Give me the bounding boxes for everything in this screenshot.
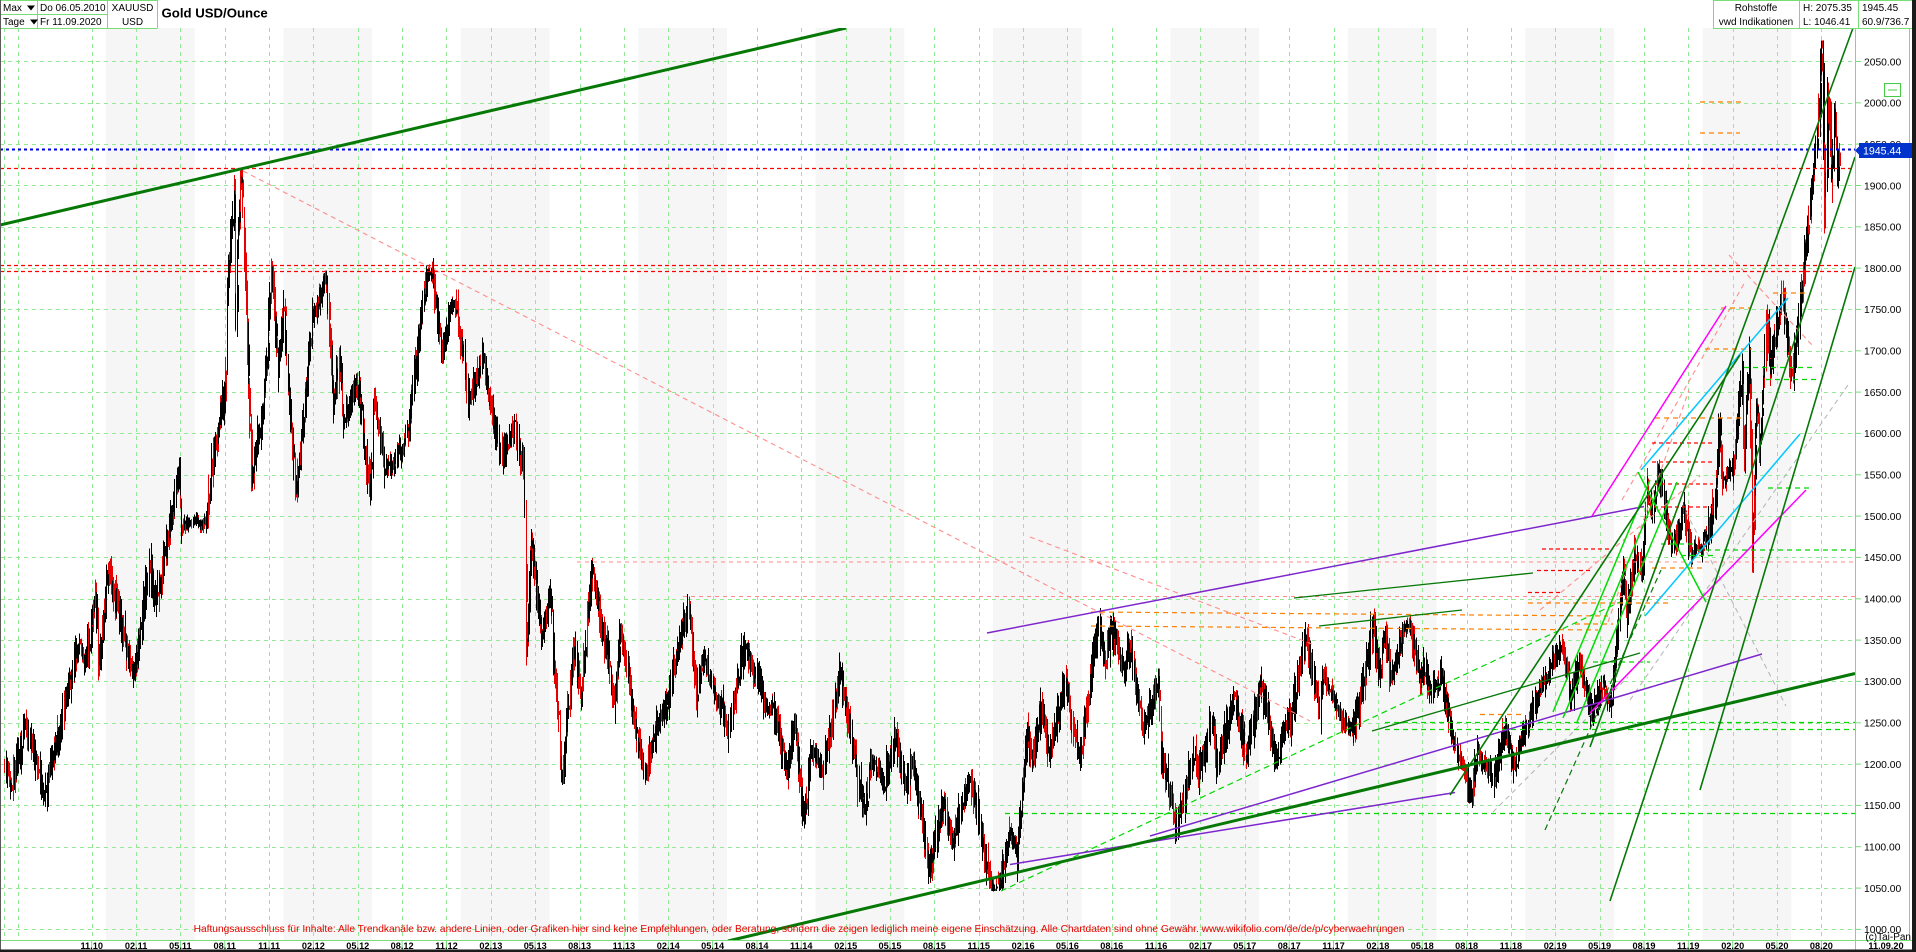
svg-text:vwd Indikationen: vwd Indikationen: [1719, 17, 1794, 28]
svg-text:1150.00: 1150.00: [1864, 801, 1901, 812]
svg-text:Fr 11.09.2020: Fr 11.09.2020: [40, 17, 102, 28]
svg-text:08.16: 08.16: [1100, 941, 1123, 951]
svg-text:02.11: 02.11: [125, 941, 147, 951]
svg-text:11.13: 11.13: [613, 941, 635, 951]
svg-text:1300.00: 1300.00: [1864, 677, 1901, 688]
svg-text:1400.00: 1400.00: [1864, 595, 1901, 606]
svg-text:08.20: 08.20: [1810, 941, 1833, 951]
svg-text:Max: Max: [3, 3, 22, 14]
svg-text:1350.00: 1350.00: [1864, 636, 1901, 647]
svg-text:11.12: 11.12: [435, 941, 457, 951]
svg-text:02.12: 02.12: [302, 941, 325, 951]
svg-text:08.18: 08.18: [1455, 941, 1478, 951]
svg-text:2000.00: 2000.00: [1864, 99, 1901, 110]
svg-text:1200.00: 1200.00: [1864, 760, 1901, 771]
svg-text:11.18: 11.18: [1500, 941, 1522, 951]
svg-text:1945.45: 1945.45: [1862, 3, 1899, 14]
svg-text:1800.00: 1800.00: [1864, 264, 1901, 275]
svg-text:XAUUSD: XAUUSD: [112, 3, 154, 14]
svg-text:60.9/736.7: 60.9/736.7: [1862, 17, 1910, 28]
svg-text:11.17: 11.17: [1322, 941, 1344, 951]
svg-text:1100.00: 1100.00: [1864, 843, 1901, 854]
svg-text:08.15: 08.15: [923, 941, 946, 951]
svg-text:Tage: Tage: [3, 17, 25, 28]
svg-text:02.20: 02.20: [1721, 941, 1744, 951]
svg-text:Haftungsausschluss für Inhalte: Haftungsausschluss für Inhalte: Alle Tre…: [194, 924, 1405, 935]
svg-text:L: 1046.41: L: 1046.41: [1803, 17, 1851, 28]
svg-text:02.18: 02.18: [1366, 941, 1389, 951]
svg-text:1750.00: 1750.00: [1864, 305, 1901, 316]
svg-text:Rohstoffe: Rohstoffe: [1735, 3, 1778, 14]
svg-text:11.09.20: 11.09.20: [1868, 941, 1903, 951]
svg-text:11.11: 11.11: [258, 941, 280, 951]
svg-text:11.16: 11.16: [1145, 941, 1167, 951]
svg-text:02.14: 02.14: [657, 941, 681, 951]
svg-text:1650.00: 1650.00: [1864, 388, 1901, 399]
svg-text:05.20: 05.20: [1766, 941, 1789, 951]
svg-text:05.15: 05.15: [879, 941, 902, 951]
svg-text:08.11: 08.11: [214, 941, 236, 951]
svg-text:08.14: 08.14: [746, 941, 770, 951]
svg-text:05.18: 05.18: [1411, 941, 1434, 951]
svg-text:(c)Tai-Pan: (c)Tai-Pan: [1865, 932, 1911, 943]
svg-text:08.19: 08.19: [1633, 941, 1656, 951]
svg-text:11.19: 11.19: [1677, 941, 1699, 951]
svg-text:USD: USD: [122, 17, 143, 28]
svg-text:2050.00: 2050.00: [1864, 57, 1901, 68]
svg-text:11.15: 11.15: [967, 941, 989, 951]
svg-text:1450.00: 1450.00: [1864, 553, 1901, 564]
svg-text:02.19: 02.19: [1544, 941, 1567, 951]
svg-text:05.13: 05.13: [524, 941, 547, 951]
svg-text:08.17: 08.17: [1278, 941, 1301, 951]
svg-text:1900.00: 1900.00: [1864, 181, 1901, 192]
svg-text:02.17: 02.17: [1189, 941, 1212, 951]
svg-text:Do 06.05.2010: Do 06.05.2010: [40, 3, 106, 14]
svg-text:Gold USD/Ounce: Gold USD/Ounce: [162, 6, 268, 21]
svg-text:05.14: 05.14: [701, 941, 725, 951]
svg-text:08.13: 08.13: [568, 941, 591, 951]
svg-text:1500.00: 1500.00: [1864, 512, 1901, 523]
svg-text:05.16: 05.16: [1056, 941, 1079, 951]
svg-text:05.19: 05.19: [1588, 941, 1611, 951]
svg-text:11.14: 11.14: [790, 941, 813, 951]
svg-text:H: 2075.35: H: 2075.35: [1803, 3, 1852, 14]
svg-text:05.17: 05.17: [1233, 941, 1256, 951]
svg-text:05.11: 05.11: [169, 941, 191, 951]
svg-text:02.13: 02.13: [479, 941, 502, 951]
svg-text:05.12: 05.12: [346, 941, 369, 951]
svg-text:1850.00: 1850.00: [1864, 223, 1901, 234]
svg-text:02.16: 02.16: [1012, 941, 1035, 951]
svg-text:08.12: 08.12: [391, 941, 414, 951]
svg-text:1600.00: 1600.00: [1864, 429, 1901, 440]
svg-text:02.15: 02.15: [834, 941, 857, 951]
svg-text:1250.00: 1250.00: [1864, 719, 1901, 730]
svg-text:1945.44: 1945.44: [1863, 146, 1901, 158]
svg-text:1000.00: 1000.00: [1864, 925, 1901, 936]
svg-text:1700.00: 1700.00: [1864, 347, 1901, 358]
svg-text:1050.00: 1050.00: [1864, 884, 1901, 895]
svg-text:11.10: 11.10: [80, 941, 102, 951]
svg-text:1550.00: 1550.00: [1864, 471, 1901, 482]
